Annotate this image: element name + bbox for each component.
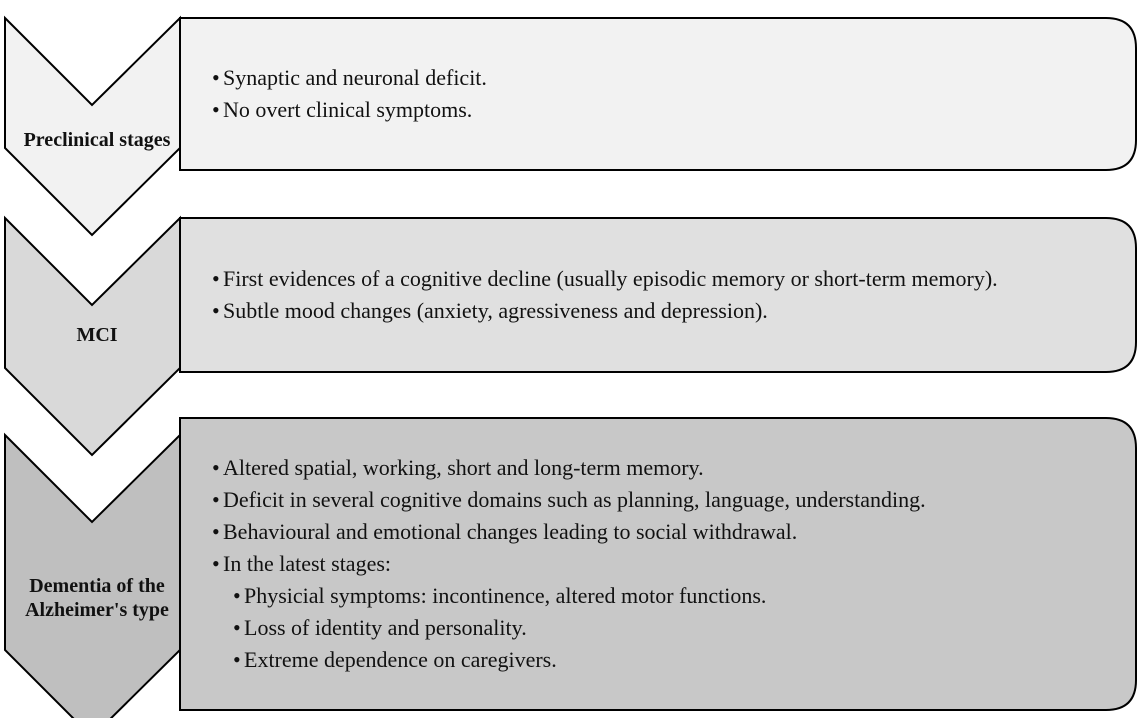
stage-text: Altered spatial, working, short and long…	[182, 418, 1127, 710]
bullet-item: Altered spatial, working, short and long…	[212, 452, 1127, 484]
bullet-item: Loss of identity and personality.	[233, 612, 1127, 644]
stage-text: Synaptic and neuronal deficit.No overt c…	[182, 18, 1127, 170]
bullet-list: Synaptic and neuronal deficit.No overt c…	[202, 62, 1127, 126]
chevron	[4, 215, 181, 457]
bullet-item: Physicial symptoms: incontinence, altere…	[233, 580, 1127, 612]
stage-label: MCI	[76, 324, 118, 346]
bullet-item: First evidences of a cognitive decline (…	[212, 263, 1127, 295]
bullet-list: First evidences of a cognitive decline (…	[202, 263, 1127, 327]
bullet-item: Subtle mood changes (anxiety, agressiven…	[212, 295, 1127, 327]
bullet-item: Behavioural and emotional changes leadin…	[212, 516, 1127, 548]
bullet-item: No overt clinical symptoms.	[212, 94, 1127, 126]
bullet-item: Deficit in several cognitive domains suc…	[212, 484, 1127, 516]
bullet-item: Extreme dependence on caregivers.	[233, 644, 1127, 676]
bullet-text: In the latest stages:	[223, 551, 392, 576]
bullet-list: Altered spatial, working, short and long…	[202, 452, 1127, 676]
bullet-item: Synaptic and neuronal deficit.	[212, 62, 1127, 94]
chevron	[4, 15, 181, 237]
stage-label: Dementia of the Alzheimer's type	[25, 575, 169, 621]
bullet-item: In the latest stages: Physicial symptoms:…	[212, 548, 1127, 676]
bullet-list: Physicial symptoms: incontinence, altere…	[223, 580, 1127, 676]
stage-label: Preclinical stages	[23, 129, 171, 151]
chevron	[4, 432, 181, 718]
stage-text: First evidences of a cognitive decline (…	[182, 218, 1127, 372]
